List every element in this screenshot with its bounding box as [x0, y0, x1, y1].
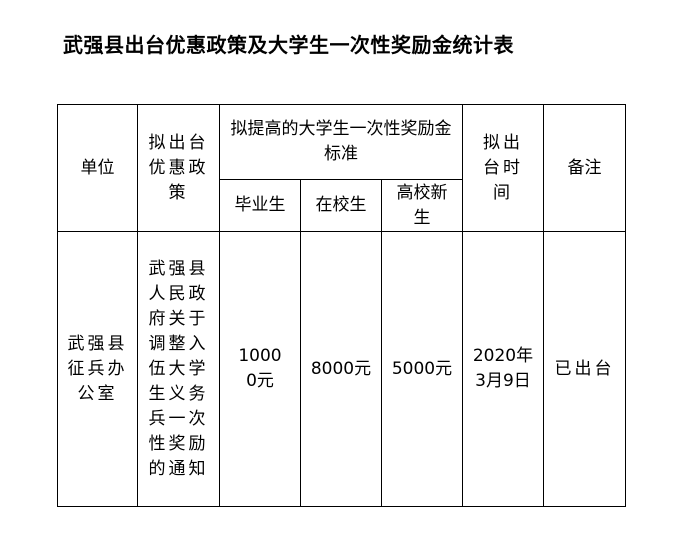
cell-time: 2020年3月9日 [462, 231, 544, 507]
header-remark: 备注 [543, 104, 626, 232]
header-unit: 单位 [57, 104, 138, 232]
cell-freshman: 5000元 [381, 231, 463, 507]
cell-unit: 武强县征兵办公室 [57, 231, 138, 507]
statistics-table: 单位 拟出台优惠政策 拟提高的大学生一次性奖励金标准 拟出台时间 备注 毕业生 … [57, 104, 626, 507]
cell-remark: 已出台 [543, 231, 626, 507]
header-time: 拟出台时间 [462, 104, 544, 232]
cell-graduate: 10000元 [219, 231, 301, 507]
header-freshman: 高校新生 [381, 179, 463, 232]
table-row: 武强县征兵办公室 武强县人民政府关于调整入伍大学生义务兵一次性奖励的通知 100… [57, 231, 626, 507]
header-student: 在校生 [300, 179, 382, 232]
cell-policy: 武强县人民政府关于调整入伍大学生义务兵一次性奖励的通知 [137, 231, 220, 507]
header-graduate: 毕业生 [219, 179, 301, 232]
cell-student: 8000元 [300, 231, 382, 507]
page-title: 武强县出台优惠政策及大学生一次性奖励金统计表 [63, 33, 514, 57]
header-policy: 拟出台优惠政策 [137, 104, 220, 232]
header-standard: 拟提高的大学生一次性奖励金标准 [219, 104, 463, 180]
